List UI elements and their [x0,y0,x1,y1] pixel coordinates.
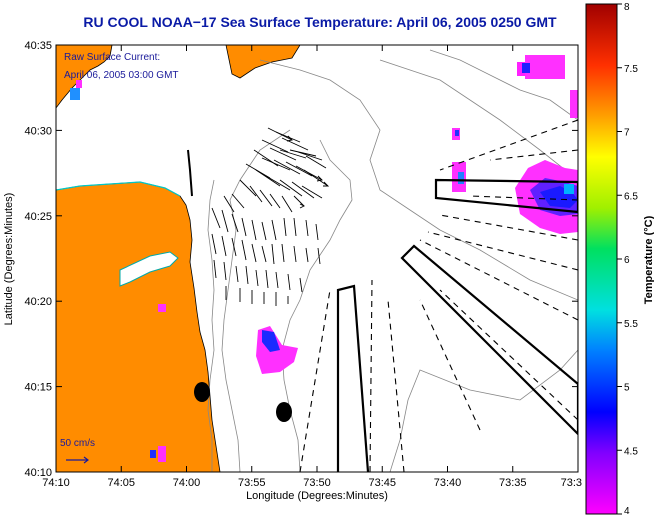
colorbar-ticks: 8 7.5 7 6.5 6 5.5 5 4.5 4 [617,2,638,517]
x-tick-label: 74:05 [107,477,135,489]
x-tick-label: 73:55 [238,477,266,489]
x-tick-label: 74:00 [173,477,201,489]
current-label-line1: Raw Surface Current: [64,52,161,63]
current-label-line2: April 06, 2005 03:00 GMT [64,70,179,81]
sandy-hook [187,149,193,197]
x-axis-label: Longitude (Degrees:Minutes) [246,490,388,502]
x-tick-label: 74:10 [42,477,70,489]
survey-boxes [336,178,578,472]
y-tick-label: 40:20 [24,296,52,308]
y-axis-label: Latitude (Degrees:Minutes) [3,192,15,326]
colorbar-tick-label: 4.5 [624,446,638,457]
y-axis-ticks: 40:35 40:30 40:25 40:20 40:15 40:10 [24,40,578,479]
x-tick-label: 73:35 [499,477,527,489]
x-tick-label: 73:45 [368,477,396,489]
land-long-island [225,45,301,79]
x-tick-label: 73:50 [303,477,331,489]
y-tick-label: 40:15 [24,382,52,394]
colorbar-tick-label: 7 [624,128,630,139]
y-tick-label: 40:35 [24,40,52,52]
colorbar-tick-label: 7.5 [624,64,638,75]
bay-inlet [119,251,179,287]
x-tick-label: 73:3 [561,477,582,489]
y-tick-label: 40:30 [24,125,52,137]
colorbar-tick-label: 6.5 [624,191,638,202]
mooring-marker-2 [276,402,292,422]
colorbar [585,3,618,515]
colorbar-tick-label: 5 [624,383,630,394]
mooring-marker-1 [194,382,210,402]
sst-pixels [70,55,578,462]
y-tick-label: 40:25 [24,211,52,223]
colorbar-tick-label: 5.5 [624,319,638,330]
coastline-edge [56,181,181,197]
scale-arrow [66,456,89,464]
x-axis-ticks: 74:10 74:05 74:00 73:55 73:50 73:45 73:40 73:35… [42,45,582,489]
radial-guide-lines [299,119,578,472]
colorbar-label: Temperature (°C) [643,215,654,305]
colorbar-tick-label: 8 [624,2,630,13]
land-new-jersey [56,45,113,109]
scale-label: 50 cm/s [60,438,96,449]
x-tick-label: 73:40 [434,477,462,489]
colorbar-tick-label: 4 [624,506,630,517]
colorbar-tick-label: 6 [624,255,630,266]
figure-title: RU COOL NOAA−17 Sea Surface Temperature:… [83,14,557,30]
current-vectors [211,127,330,306]
y-tick-label: 40:10 [24,467,52,479]
